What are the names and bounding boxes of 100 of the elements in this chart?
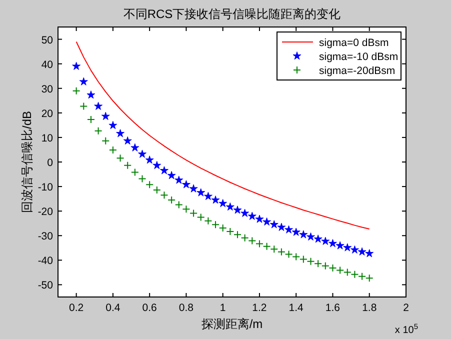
point (248, 236, 256, 245)
x-tick-label: 1.2 (252, 302, 267, 314)
text: x 10$^{5}$ (394, 322, 418, 336)
point (292, 252, 300, 261)
y-tick-label: 10 (41, 132, 54, 144)
x-tick-label: 1.6 (325, 302, 340, 314)
point (145, 156, 154, 164)
point (270, 245, 278, 254)
point (277, 248, 286, 256)
point (233, 230, 242, 239)
point (365, 249, 374, 258)
point (306, 232, 315, 241)
point (321, 236, 330, 245)
y-tick-label: -20 (38, 206, 54, 218)
point (336, 266, 344, 274)
point (174, 176, 184, 184)
point (196, 213, 205, 222)
point (108, 120, 118, 130)
point (94, 126, 102, 135)
point (343, 243, 352, 252)
point (350, 270, 359, 278)
y-tick-label: 30 (41, 83, 54, 96)
point (328, 239, 337, 248)
point (321, 262, 330, 270)
y-tick-label: 40 (41, 58, 54, 71)
point (358, 272, 366, 280)
y-tick-label: -10 (38, 182, 54, 194)
point (328, 264, 337, 272)
point (240, 234, 249, 242)
point (248, 212, 256, 220)
point (212, 220, 220, 229)
point (196, 188, 206, 196)
x-tick-label: 0.2 (69, 302, 84, 314)
point (204, 216, 212, 225)
x-tick-label: 0.4 (106, 302, 120, 314)
y-tick-label: 50 (41, 34, 54, 46)
point (292, 228, 300, 236)
point (284, 250, 293, 258)
y-tick-label: -30 (38, 230, 54, 243)
point (343, 268, 352, 276)
point (124, 161, 132, 170)
y-tick-label: 0 (47, 157, 54, 169)
point (189, 184, 198, 192)
point (160, 166, 168, 174)
point (146, 180, 154, 189)
y-axis-title: 回波信号信噪比/dB (20, 110, 34, 214)
point (262, 217, 272, 226)
point (116, 129, 125, 138)
point (299, 255, 308, 264)
point (160, 191, 168, 200)
point (80, 102, 88, 110)
point (314, 260, 322, 268)
point (255, 214, 264, 223)
y-tick-label: 20 (41, 108, 54, 120)
point (152, 160, 162, 170)
point (284, 225, 294, 234)
point (204, 192, 212, 200)
point (168, 196, 176, 204)
point (226, 202, 234, 211)
point (358, 247, 366, 256)
point (226, 227, 234, 236)
point (102, 136, 110, 145)
x-tick-label: 1.4 (288, 302, 304, 314)
point (262, 242, 271, 250)
x-axis-title: 探测距离/m (201, 317, 263, 331)
point (86, 116, 95, 124)
point (299, 230, 308, 238)
point (101, 112, 110, 120)
point (130, 143, 140, 152)
point (94, 102, 103, 110)
point (72, 62, 81, 70)
point (306, 257, 315, 266)
point (152, 186, 161, 194)
point (167, 171, 176, 180)
point (123, 136, 132, 145)
point (108, 146, 117, 154)
point (336, 241, 344, 250)
point (277, 222, 286, 231)
point (240, 208, 250, 217)
point (270, 220, 278, 228)
point (218, 199, 228, 208)
x-tick-label: 0.6 (142, 302, 158, 314)
x-tick-label: 1.8 (362, 302, 377, 314)
x-tick-label: 2 (403, 302, 410, 314)
point (79, 77, 88, 86)
legend-label: sigma=-10 dBsm (319, 51, 398, 63)
point (130, 168, 139, 176)
point (174, 200, 183, 209)
chart-title: 不同RCS下接收信号信噪比随距离的变化 (123, 7, 341, 21)
point (233, 206, 242, 214)
point (190, 209, 198, 218)
x-tick-label: 1 (220, 302, 226, 314)
point (255, 240, 264, 248)
point (211, 196, 220, 204)
point (86, 90, 96, 99)
x-tick-label: 0.8 (178, 302, 194, 314)
point (365, 274, 374, 282)
point (138, 174, 146, 183)
point (350, 245, 359, 254)
point (314, 234, 322, 243)
